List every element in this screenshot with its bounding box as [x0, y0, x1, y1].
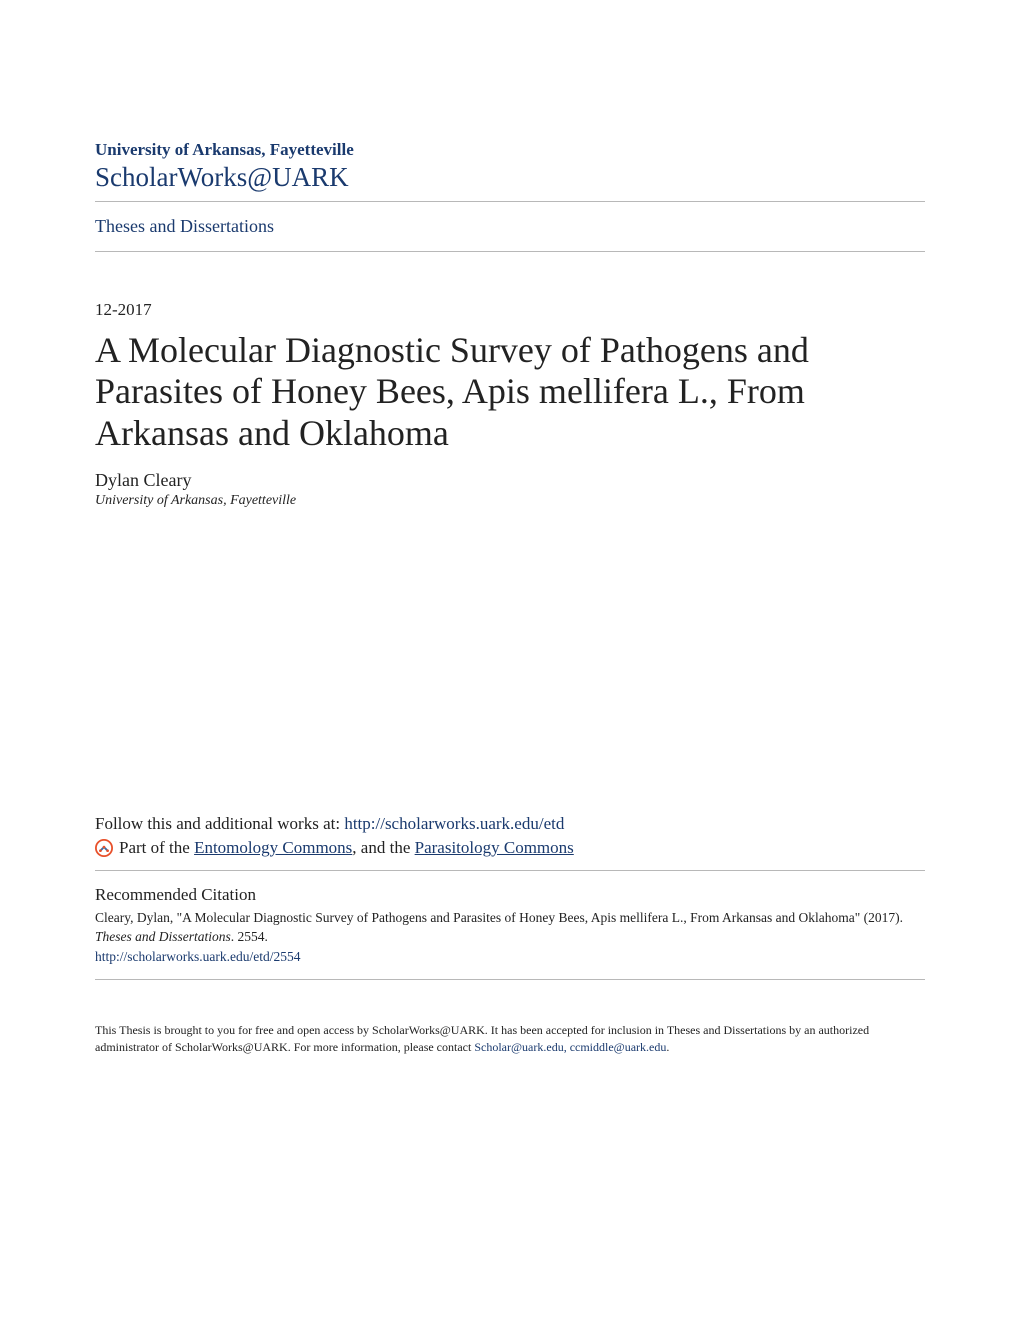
follow-line: Follow this and additional works at: htt… — [95, 814, 925, 834]
header-divider-1 — [95, 201, 925, 202]
publication-date: 12-2017 — [95, 300, 925, 320]
footer-part2: . — [666, 1040, 669, 1054]
citation-divider-top — [95, 870, 925, 871]
citation-italic: Theses and Dissertations — [95, 929, 231, 944]
footer-text: This Thesis is brought to you for free a… — [95, 1022, 925, 1057]
author-affiliation: University of Arkansas, Fayetteville — [95, 493, 925, 509]
citation-divider-bottom — [95, 979, 925, 980]
institution-name: University of Arkansas, Fayetteville — [95, 140, 925, 160]
collection-link[interactable]: Theses and Dissertations — [95, 216, 925, 237]
network-commons-icon — [95, 839, 113, 857]
partof-line: Part of the Entomology Commons, and the … — [95, 838, 925, 858]
citation-heading: Recommended Citation — [95, 885, 925, 905]
header-divider-2 — [95, 251, 925, 252]
partof-connector: , and the — [352, 838, 414, 857]
partof-prefix: Part of the — [119, 838, 194, 857]
follow-prefix: Follow this and additional works at: — [95, 814, 344, 833]
citation-part2: . 2554. — [231, 929, 268, 944]
follow-section: Follow this and additional works at: htt… — [95, 814, 925, 858]
footer-contact-link[interactable]: Scholar@uark.edu, ccmiddle@uark.edu — [474, 1040, 666, 1054]
citation-text: Cleary, Dylan, "A Molecular Diagnostic S… — [95, 909, 925, 947]
citation-url-link[interactable]: http://scholarworks.uark.edu/etd/2554 — [95, 949, 925, 965]
document-title: A Molecular Diagnostic Survey of Pathoge… — [95, 330, 925, 454]
commons-link-2[interactable]: Parasitology Commons — [415, 838, 574, 857]
author-name: Dylan Cleary — [95, 470, 925, 491]
commons-link-1[interactable]: Entomology Commons — [194, 838, 352, 857]
follow-url-link[interactable]: http://scholarworks.uark.edu/etd — [344, 814, 564, 833]
repository-name[interactable]: ScholarWorks@UARK — [95, 162, 925, 193]
citation-part1: Cleary, Dylan, "A Molecular Diagnostic S… — [95, 910, 903, 925]
